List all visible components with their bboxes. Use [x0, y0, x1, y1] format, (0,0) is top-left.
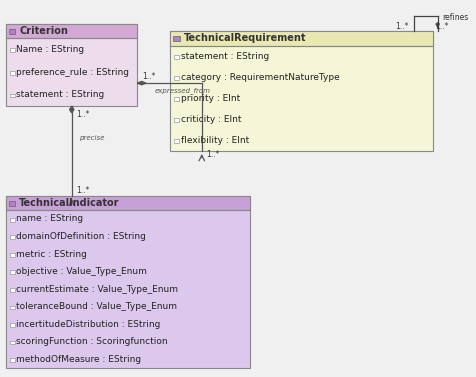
Text: incertitudeDistribution : EString: incertitudeDistribution : EString [16, 320, 161, 329]
Text: Name : EString: Name : EString [16, 45, 85, 54]
Text: statement : EString: statement : EString [180, 52, 269, 61]
Text: flexibility : EInt: flexibility : EInt [180, 136, 249, 145]
FancyBboxPatch shape [170, 31, 433, 46]
FancyBboxPatch shape [10, 218, 15, 222]
FancyBboxPatch shape [9, 29, 15, 34]
Text: 1..*: 1..* [77, 110, 90, 120]
Text: metric : EString: metric : EString [16, 250, 87, 259]
Text: methodOfMeasure : EString: methodOfMeasure : EString [16, 355, 141, 364]
Text: Criterion: Criterion [19, 26, 68, 36]
Text: currentEstimate : Value_Type_Enum: currentEstimate : Value_Type_Enum [16, 285, 178, 294]
FancyBboxPatch shape [6, 24, 138, 106]
FancyBboxPatch shape [9, 201, 15, 206]
Text: precise: precise [79, 135, 104, 141]
Text: name : EString: name : EString [16, 215, 83, 224]
FancyBboxPatch shape [173, 36, 179, 41]
Text: criticity : EInt: criticity : EInt [180, 115, 241, 124]
FancyBboxPatch shape [10, 48, 15, 52]
FancyBboxPatch shape [6, 196, 250, 368]
FancyBboxPatch shape [10, 358, 15, 362]
Text: statement : EString: statement : EString [16, 90, 105, 99]
Text: TechnicalRequirement: TechnicalRequirement [183, 34, 306, 43]
Text: priority : EInt: priority : EInt [180, 94, 240, 103]
FancyBboxPatch shape [174, 55, 178, 59]
FancyBboxPatch shape [174, 97, 178, 101]
Text: 1..*: 1..* [142, 72, 156, 81]
FancyBboxPatch shape [10, 71, 15, 75]
Text: preference_rule : EString: preference_rule : EString [16, 67, 129, 77]
Text: domainOfDefinition : EString: domainOfDefinition : EString [16, 232, 146, 241]
Text: toleranceBound : Value_Type_Enum: toleranceBound : Value_Type_Enum [16, 302, 178, 311]
Text: expressed_from: expressed_from [155, 87, 211, 94]
FancyBboxPatch shape [6, 24, 138, 38]
Text: 1..*: 1..* [436, 23, 449, 31]
FancyBboxPatch shape [10, 323, 15, 327]
FancyBboxPatch shape [10, 253, 15, 257]
FancyBboxPatch shape [10, 94, 15, 97]
FancyBboxPatch shape [10, 288, 15, 292]
Text: TechnicalIndicator: TechnicalIndicator [19, 198, 120, 208]
FancyBboxPatch shape [174, 76, 178, 80]
Text: category : RequirementNatureType: category : RequirementNatureType [180, 73, 339, 82]
FancyBboxPatch shape [10, 306, 15, 310]
Polygon shape [69, 106, 74, 113]
Text: scoringFunction : Scoringfunction: scoringFunction : Scoringfunction [16, 337, 168, 346]
FancyBboxPatch shape [174, 139, 178, 143]
FancyBboxPatch shape [174, 118, 178, 122]
Polygon shape [138, 81, 146, 85]
FancyBboxPatch shape [170, 31, 433, 151]
FancyBboxPatch shape [10, 341, 15, 345]
FancyBboxPatch shape [10, 270, 15, 274]
Text: refines: refines [442, 13, 468, 22]
FancyBboxPatch shape [6, 196, 250, 210]
FancyBboxPatch shape [10, 235, 15, 239]
Text: 1..*: 1..* [77, 186, 90, 195]
Text: objective : Value_Type_Enum: objective : Value_Type_Enum [16, 267, 147, 276]
Text: 1..*: 1..* [207, 150, 220, 159]
Text: 1..*: 1..* [396, 23, 409, 31]
